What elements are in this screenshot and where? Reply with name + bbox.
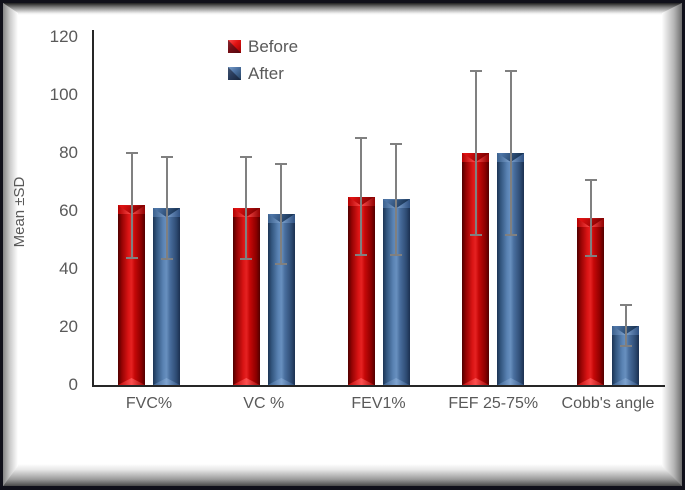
legend-marker-icon [228,67,241,80]
y-tick-label: 20 [59,317,78,336]
error-bar [240,155,253,261]
y-tick-label: 60 [59,201,78,220]
y-tick-label: 100 [49,85,78,104]
x-category-label: FEV1% [351,395,406,412]
x-category-label: FEF 25-75% [448,395,539,412]
error-bar [160,155,173,261]
legend-label: After [248,63,284,83]
y-tick-label: 80 [59,143,78,162]
legend: Before After [228,33,298,87]
y-axis-line [92,30,94,387]
x-category-label: VC % [243,395,285,412]
error-bar [275,163,288,265]
error-bar [125,151,138,260]
error-bar [619,303,632,348]
legend-label: Before [248,36,299,56]
error-bar [390,142,402,257]
legend-marker-icon [228,40,241,53]
error-bar [584,179,597,258]
y-tick-label: 0 [68,375,78,394]
x-category-label: FVC% [125,395,173,412]
x-axis-line [92,385,665,387]
error-bar [355,137,367,256]
error-bar [504,70,517,236]
error-bar [469,70,482,236]
legend-item-before: Before [228,33,298,60]
x-category-label: Cobb's angle [561,395,655,412]
y-tick-label: 120 [49,27,78,46]
legend-item-after: After [228,60,298,87]
y-tick-label: 40 [59,259,78,278]
